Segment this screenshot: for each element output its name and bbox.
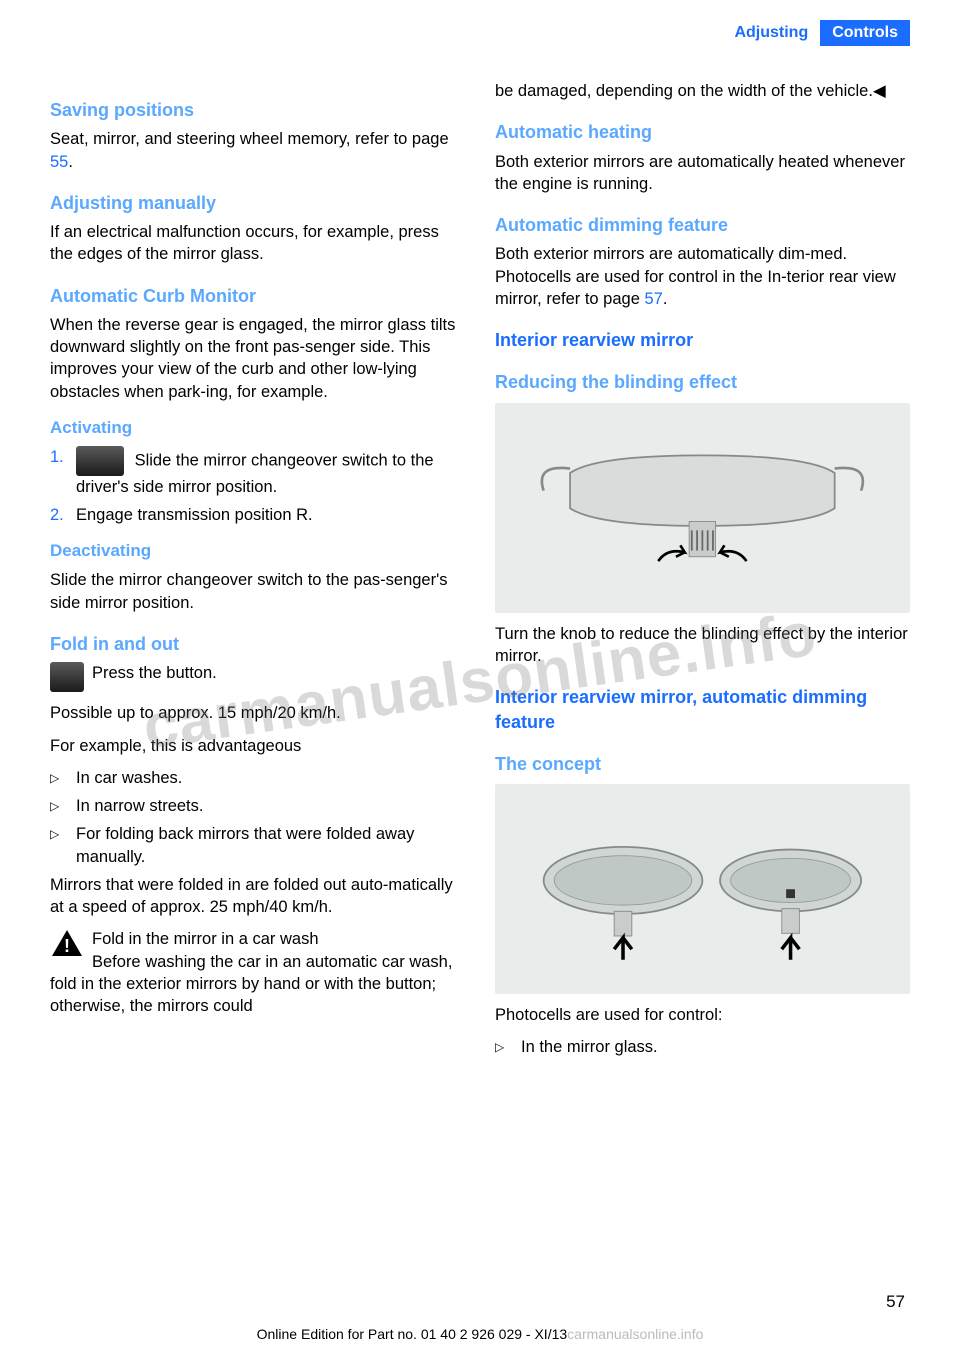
figure-mirror-knob: [495, 403, 910, 613]
warning-icon: !: [50, 928, 84, 958]
bullet-icon: ▷: [495, 1036, 521, 1058]
text: .: [663, 290, 668, 308]
footer-watermark: carmanualsonline.info: [567, 1326, 703, 1342]
page-link-55[interactable]: 55: [50, 153, 68, 171]
right-column: be damaged, depending on the width of th…: [495, 80, 910, 1282]
list-item-2: 2. Engage transmission position R.: [50, 504, 465, 526]
para-auto-dimming: Both exterior mirrors are automatically …: [495, 243, 910, 310]
para-deactivating: Slide the mirror changeover switch to th…: [50, 569, 465, 614]
para-adjusting: If an electrical malfunction occurs, for…: [50, 221, 465, 266]
heading-auto-heating: Automatic heating: [495, 120, 910, 144]
heading-interior-auto-dimming: Interior rearview mirror, automatic dimm…: [495, 685, 910, 734]
list-number: 2.: [50, 504, 76, 526]
list-body: Slide the mirror changeover switch to th…: [76, 446, 465, 498]
bullet-text: In narrow streets.: [76, 795, 465, 817]
bullet-text: In car washes.: [76, 767, 465, 789]
bullet-icon: ▷: [50, 795, 76, 817]
mirror-switch-icon: [76, 446, 124, 476]
left-column: Saving positions Seat, mirror, and steer…: [50, 80, 465, 1282]
header-chapter-text: Controls: [832, 24, 898, 41]
para-press-button: Press the button.: [50, 662, 465, 692]
footer-text: Online Edition for Part no. 01 40 2 926 …: [257, 1326, 568, 1342]
para-photocells: Photocells are used for control:: [495, 1004, 910, 1026]
warning-title: Fold in the mirror in a car wash: [92, 930, 319, 948]
list-body: Engage transmission position R.: [76, 504, 465, 526]
bullet-icon: ▷: [50, 823, 76, 868]
page-link-57[interactable]: 57: [644, 290, 662, 308]
para-continued: be damaged, depending on the width of th…: [495, 80, 910, 102]
heading-adjusting-manually: Adjusting manually: [50, 191, 465, 215]
page-number: 57: [886, 1292, 905, 1312]
text: Press the button.: [92, 664, 217, 682]
heading-activating: Activating: [50, 417, 465, 440]
para-mirrors-folded: Mirrors that were folded in are folded o…: [50, 874, 465, 919]
heading-auto-dimming: Automatic dimming feature: [495, 213, 910, 237]
warning-body: Before washing the car in an automatic c…: [50, 953, 452, 1016]
bullet-item: ▷ In car washes.: [50, 767, 465, 789]
para-saving: Seat, mirror, and steering wheel memory,…: [50, 128, 465, 173]
heading-fold-in-out: Fold in and out: [50, 632, 465, 656]
svg-text:!: !: [64, 936, 70, 956]
para-auto-heating: Both exterior mirrors are automatically …: [495, 151, 910, 196]
list-number: 1.: [50, 446, 76, 498]
bullet-text: In the mirror glass.: [521, 1036, 910, 1058]
heading-curb-monitor: Automatic Curb Monitor: [50, 284, 465, 308]
heading-concept: The concept: [495, 752, 910, 776]
fold-button-icon: [50, 662, 84, 692]
para-for-example: For example, this is advantageous: [50, 735, 465, 757]
text: Both exterior mirrors are automatically …: [495, 245, 896, 308]
bullet-icon: ▷: [50, 767, 76, 789]
bullet-item: ▷ In narrow streets.: [50, 795, 465, 817]
para-turn-knob: Turn the knob to reduce the blinding eff…: [495, 623, 910, 668]
heading-deactivating: Deactivating: [50, 540, 465, 563]
bullet-item: ▷ In the mirror glass.: [495, 1036, 910, 1058]
content-area: Saving positions Seat, mirror, and steer…: [50, 80, 910, 1282]
header-chapter: Controls: [820, 20, 910, 46]
bullet-item: ▷ For folding back mirrors that were fol…: [50, 823, 465, 868]
para-curb: When the reverse gear is engaged, the mi…: [50, 314, 465, 403]
header-section: Adjusting: [722, 20, 820, 46]
footer: Online Edition for Part no. 01 40 2 926 …: [0, 1326, 960, 1342]
figure-mirror-photocells: [495, 784, 910, 994]
heading-interior-mirror: Interior rearview mirror: [495, 328, 910, 352]
warning-block: ! Fold in the mirror in a car wash Befor…: [50, 928, 465, 1017]
heading-reducing-blinding: Reducing the blinding effect: [495, 370, 910, 394]
page-header: Adjusting Controls: [722, 20, 910, 46]
text: Seat, mirror, and steering wheel memory,…: [50, 130, 449, 148]
heading-saving-positions: Saving positions: [50, 98, 465, 122]
text: Slide the mirror changeover switch to th…: [76, 451, 434, 496]
list-item-1: 1. Slide the mirror changeover switch to…: [50, 446, 465, 498]
para-possible-speed: Possible up to approx. 15 mph/20 km/h.: [50, 702, 465, 724]
text: .: [68, 153, 73, 171]
bullet-text: For folding back mirrors that were folde…: [76, 823, 465, 868]
